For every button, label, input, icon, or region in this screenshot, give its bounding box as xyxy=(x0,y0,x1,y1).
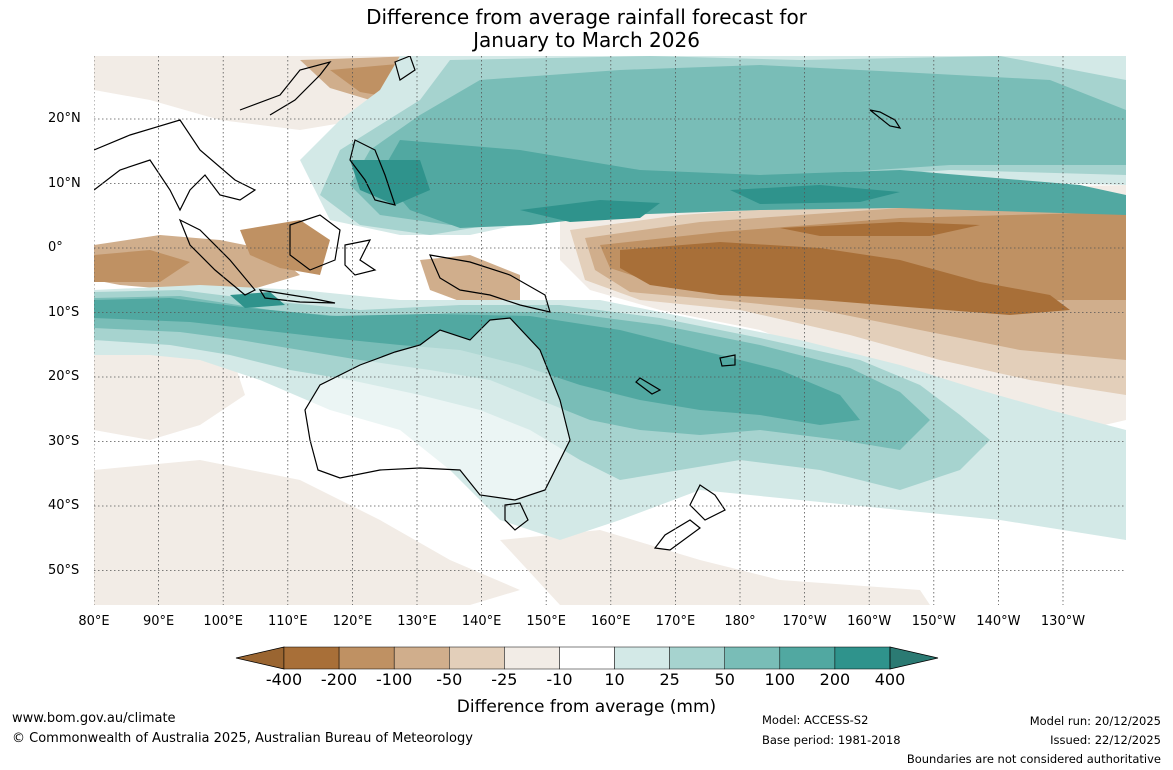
japan-coastline xyxy=(394,56,416,81)
dry-area-strongest xyxy=(780,222,980,236)
colorbar-bin xyxy=(724,646,781,670)
longitude-label: 160°W xyxy=(847,614,892,629)
longitude-label: 140°W xyxy=(976,614,1021,629)
colorbar-tick-label: -50 xyxy=(436,670,463,689)
longitude-label: 80°E xyxy=(78,614,110,629)
latitude-label: 30°S xyxy=(48,433,80,449)
colorbar-tick-label: -400 xyxy=(265,670,303,689)
longitude-label: 150°E xyxy=(526,614,566,629)
latitude-label: 10°N xyxy=(48,175,81,191)
wet-area-strongest xyxy=(730,185,900,204)
philippines-coastline xyxy=(349,139,396,206)
latitude-label: 0° xyxy=(48,240,63,255)
colorbar xyxy=(235,646,939,670)
latitude-label: 20°N xyxy=(48,111,81,126)
longitude-label: 110°E xyxy=(268,614,308,629)
longitude-label: 170°W xyxy=(782,614,827,629)
colorbar-bin xyxy=(504,646,560,670)
wet-area-strongest xyxy=(350,160,430,205)
tasmania-coastline xyxy=(504,502,529,531)
new-guinea-coastline xyxy=(429,254,551,313)
coastlines xyxy=(94,56,902,551)
colorbar-bin xyxy=(283,646,340,670)
dry-area-light xyxy=(500,530,930,605)
wet-area-stronger xyxy=(94,298,860,425)
latitude-label: 40°S xyxy=(48,498,80,513)
longitude-label: 90°E xyxy=(142,614,175,629)
colorbar-bin xyxy=(614,646,670,670)
colorbar-tick-label: -100 xyxy=(376,670,413,689)
colorbar-tick-label: 10 xyxy=(604,670,625,689)
longitude-label: 160°E xyxy=(591,614,631,629)
map-title-line1: Difference from average rainfall forecas… xyxy=(366,5,807,29)
graticule xyxy=(94,56,1126,605)
indochina-coastline xyxy=(94,119,257,212)
longitude-label: 140°E xyxy=(461,614,502,629)
copyright-text: © Commonwealth of Australia 2025, Austra… xyxy=(12,731,473,746)
longitude-label: 180° xyxy=(724,614,756,629)
colorbar-min-extend xyxy=(235,646,285,670)
colorbar-tick-label: -200 xyxy=(320,670,358,689)
longitude-label: 150°W xyxy=(911,614,956,629)
base-period: Base period: 1981-2018 xyxy=(762,733,901,747)
colorbar-bin xyxy=(338,646,395,670)
colorbar-bin xyxy=(779,646,836,670)
china-coastline xyxy=(239,60,332,116)
wet-area-strongest xyxy=(230,292,285,308)
boundaries-disclaimer: Boundaries are not considered authoritat… xyxy=(906,752,1161,766)
colorbar-max-extend xyxy=(889,646,939,670)
dry-area-strongest xyxy=(620,242,1070,315)
colorbar-tick-label: 100 xyxy=(764,670,796,689)
latitude-label: 50°S xyxy=(48,562,80,578)
colorbar-bin xyxy=(834,646,891,670)
java-coastline xyxy=(258,289,336,304)
latitude-label: 20°S xyxy=(48,369,80,384)
dry-area-moderate xyxy=(420,255,520,305)
latitude-label: 10°S xyxy=(48,304,80,320)
new-zealand-coastline xyxy=(653,484,726,551)
colorbar-bin xyxy=(393,646,450,670)
colorbar-tick-label: 50 xyxy=(714,670,735,689)
colorbar-tick-label: 200 xyxy=(819,670,851,689)
longitude-label: 120°E xyxy=(332,614,373,629)
hawaii-coastline xyxy=(869,109,902,129)
borneo-coastline xyxy=(289,214,341,271)
map-title-line2: January to March 2026 xyxy=(473,28,700,52)
colorbar-bin xyxy=(449,646,505,670)
website-link[interactable]: www.bom.gov.au/climate xyxy=(12,711,176,726)
colorbar-tick-label: 25 xyxy=(659,670,680,689)
dry-area-strong xyxy=(240,220,330,275)
australia-landmass xyxy=(305,318,570,500)
australia-coastline xyxy=(304,317,571,501)
colorbar-tick-label: 400 xyxy=(874,670,906,689)
longitude-label: 130°W xyxy=(1040,614,1086,629)
colorbar-title: Difference from average (mm) xyxy=(456,697,717,717)
colorbar-bin xyxy=(559,646,615,670)
model-run-date: Model run: 20/12/2025 xyxy=(1029,714,1161,728)
sulawesi-coastline xyxy=(344,239,377,276)
new-caledonia-coastline xyxy=(635,377,662,395)
sumatra-coastline xyxy=(178,218,256,296)
fiji-coastline xyxy=(719,354,736,367)
longitude-label: 170°E xyxy=(655,614,696,629)
longitude-label: 100°E xyxy=(203,614,243,629)
map-canvas xyxy=(94,56,1126,605)
wet-area-strongest xyxy=(520,200,660,222)
colorbar-tick-label: -10 xyxy=(546,670,573,689)
issued-date: Issued: 22/12/2025 xyxy=(1050,733,1161,747)
colorbar-bin xyxy=(669,646,725,670)
dry-area-strong xyxy=(94,250,190,282)
longitude-label: 130°E xyxy=(397,614,437,629)
model-name: Model: ACCESS-S2 xyxy=(762,713,869,727)
colorbar-tick-label: -25 xyxy=(491,670,518,689)
dry-area-light xyxy=(94,460,520,605)
